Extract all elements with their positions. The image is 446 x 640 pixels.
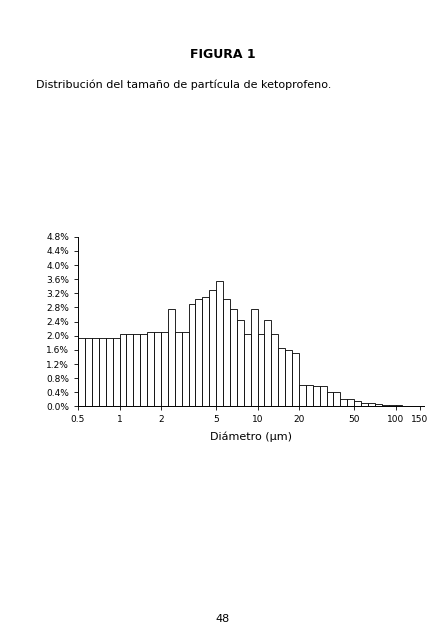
Bar xyxy=(326,392,334,406)
Bar xyxy=(230,309,237,406)
Bar xyxy=(313,386,320,406)
Bar xyxy=(223,299,230,406)
Bar xyxy=(237,320,244,406)
Bar xyxy=(182,332,189,406)
Bar xyxy=(244,334,251,406)
Bar xyxy=(271,334,278,406)
Bar xyxy=(92,337,99,406)
Bar xyxy=(306,385,313,406)
Bar xyxy=(334,392,340,406)
Bar xyxy=(78,337,85,406)
Bar xyxy=(278,348,285,406)
Text: 48: 48 xyxy=(216,614,230,624)
X-axis label: Diámetro (μm): Diámetro (μm) xyxy=(210,431,292,442)
Bar xyxy=(375,404,382,406)
Bar xyxy=(85,337,92,406)
Bar xyxy=(251,309,257,406)
Bar xyxy=(320,386,326,406)
Bar xyxy=(396,405,402,406)
Bar xyxy=(299,385,306,406)
Bar xyxy=(292,353,299,406)
Bar xyxy=(368,403,375,406)
Bar xyxy=(354,401,361,406)
Bar xyxy=(264,320,271,406)
Bar xyxy=(347,399,354,406)
Bar xyxy=(99,337,106,406)
Bar xyxy=(120,334,127,406)
Bar xyxy=(154,332,161,406)
Bar xyxy=(189,304,195,406)
Bar xyxy=(216,281,223,406)
Text: FIGURA 1: FIGURA 1 xyxy=(190,48,256,61)
Bar xyxy=(127,334,133,406)
Bar xyxy=(388,405,396,406)
Bar xyxy=(147,332,154,406)
Bar xyxy=(285,350,292,406)
Bar xyxy=(382,404,388,406)
Bar xyxy=(106,337,113,406)
Bar xyxy=(257,334,264,406)
Bar xyxy=(113,337,120,406)
Bar xyxy=(168,309,175,406)
Bar xyxy=(133,334,140,406)
Bar xyxy=(209,290,216,406)
Bar xyxy=(202,297,209,406)
Text: Distribución del tamaño de partícula de ketoprofeno.: Distribución del tamaño de partícula de … xyxy=(36,80,331,90)
Bar xyxy=(340,399,347,406)
Bar xyxy=(161,332,168,406)
Bar xyxy=(140,334,147,406)
Bar xyxy=(195,299,202,406)
Bar xyxy=(361,403,368,406)
Bar xyxy=(175,332,182,406)
